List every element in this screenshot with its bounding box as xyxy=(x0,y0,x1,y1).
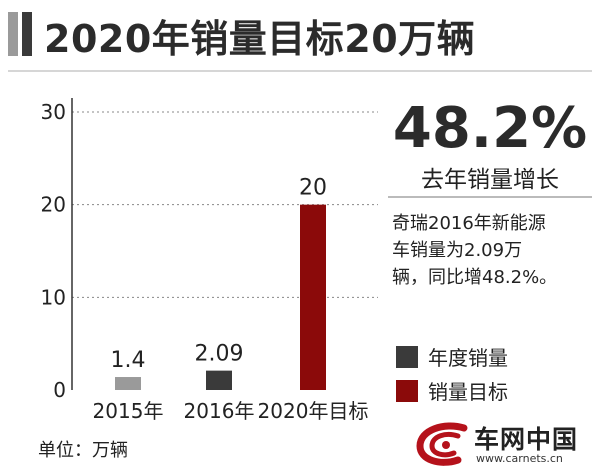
bar xyxy=(206,370,232,390)
y-tick-label: 0 xyxy=(53,378,66,402)
title-bar: 2020年销量目标20万辆 xyxy=(0,0,600,70)
x-tick-label: 2015年 xyxy=(93,399,164,423)
data-label: 20 xyxy=(299,176,327,201)
legend-swatch-annual-sales xyxy=(396,346,418,368)
page-title: 2020年销量目标20万辆 xyxy=(44,17,476,61)
title-divider xyxy=(8,70,592,72)
y-tick-label: 30 xyxy=(41,100,66,124)
growth-percent: 48.2% xyxy=(392,96,588,161)
growth-caption: 去年销量增长 xyxy=(421,167,559,193)
legend-label-annual-sales: 年度销量 xyxy=(428,346,508,370)
data-label: 1.4 xyxy=(111,348,146,373)
note-line-2: 车销量为2.09万 xyxy=(392,240,523,261)
title-accent-dark xyxy=(22,12,32,56)
logo-url: www.carnets.cn xyxy=(476,452,563,465)
legend-label-sales-target: 销量目标 xyxy=(428,380,508,404)
note-line-3: 辆，同比增48.2%。 xyxy=(392,267,558,288)
note-line-1: 奇瑞2016年新能源 xyxy=(392,213,546,234)
y-tick-label: 10 xyxy=(41,285,66,309)
unit-label: 单位：万辆 xyxy=(38,440,128,461)
sales-note: 奇瑞2016年新能源 车销量为2.09万 辆，同比增48.2%。 xyxy=(392,210,597,291)
data-label: 2.09 xyxy=(195,342,244,367)
legend-swatch-sales-target xyxy=(396,380,418,402)
logo-text: 车网中国 xyxy=(474,425,579,454)
bar xyxy=(300,204,326,390)
side-divider xyxy=(388,196,592,198)
title-accent-light xyxy=(8,12,18,56)
bar xyxy=(115,377,141,390)
y-tick-label: 20 xyxy=(41,193,66,217)
carnets-logo: 车网中国 www.carnets.cn xyxy=(414,418,598,472)
x-tick-label: 2016年 xyxy=(184,399,255,423)
x-tick-label: 2020年目标 xyxy=(258,399,369,423)
logo-emblem-icon xyxy=(416,422,468,466)
